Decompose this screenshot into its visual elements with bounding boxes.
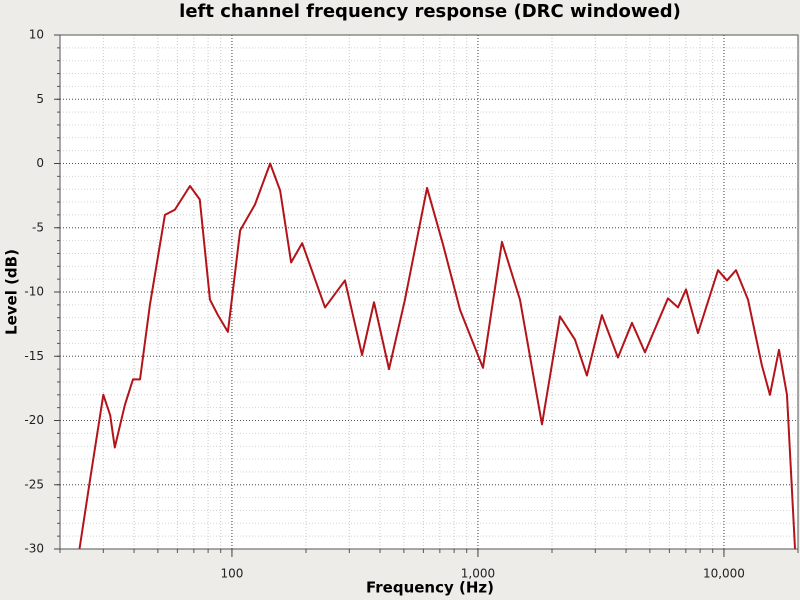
marks <box>78 162 797 550</box>
response-line <box>78 162 797 550</box>
y-tick-label: -25 <box>24 477 44 491</box>
y-tick-label: 0 <box>36 156 44 170</box>
y-tick-label: -15 <box>24 349 44 363</box>
y-tick-label: 10 <box>29 28 44 42</box>
y-tick-label: -5 <box>32 220 44 234</box>
x-tick-label: 10,000 <box>703 567 745 581</box>
plot-frame <box>59 34 799 550</box>
y-tick-label: -10 <box>24 285 44 299</box>
x-axis-label: Frequency (Hz) <box>366 579 494 597</box>
y-tick-label: -20 <box>24 413 44 427</box>
y-tick-label: -30 <box>24 542 44 556</box>
chart-title: left channel frequency response (DRC win… <box>179 1 681 22</box>
y-tick-label: 5 <box>36 92 44 106</box>
x-tick-label: 1,000 <box>461 567 495 581</box>
y-axis-label: Level (dB) <box>3 249 21 335</box>
x-tick-label: 100 <box>220 567 243 581</box>
